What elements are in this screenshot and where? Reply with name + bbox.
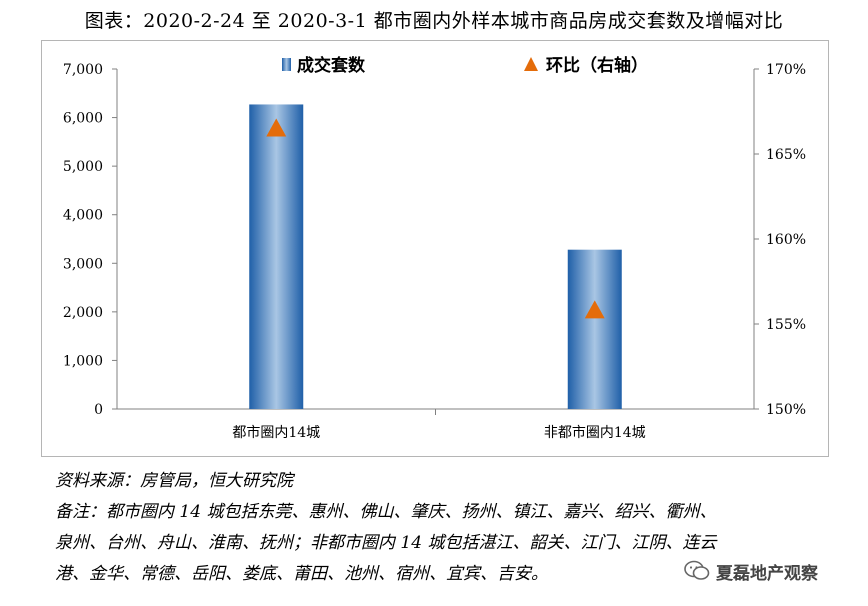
bar [249,104,304,409]
y-right-tick-label: 150% [766,402,806,418]
y-right-tick-label: 165% [766,147,806,163]
x-category-label: 非都市圈内14城 [544,424,646,441]
note-line-1: 备注：都市圈内 14 城包括东莞、惠州、佛山、肇庆、扬州、镇江、嘉兴、绍兴、衢州… [55,502,717,522]
y-left-tick-label: 2,000 [63,305,103,321]
watermark: 夏磊地产观察 [684,557,818,585]
y-right-tick-label: 160% [766,232,806,248]
y-left-tick-label: 4,000 [63,208,103,224]
wechat-icon [684,560,710,580]
axes: 0 1,000 2,000 3,000 4,000 5,000 6,000 7,000 150%… [63,62,806,441]
watermark-text: 夏磊地产观察 [716,563,818,584]
y-left-tick-label: 6,000 [63,111,103,127]
ratio-marker [266,118,287,137]
legend-bar-label: 成交套数 [297,55,366,76]
ratio-series [266,118,605,319]
bar [567,249,622,409]
y-right-tick-label: 155% [766,317,806,333]
y-left-tick-label: 7,000 [63,62,103,78]
y-right-tick-label: 170% [766,62,806,78]
chart-frame [41,40,829,457]
note-line-3: 港、金华、常德、岳阳、娄底、莆田、池州、宿州、宜宾、吉安。 [55,564,548,584]
note-line-2: 泉州、台州、舟山、淮南、抚州；非都市圈内 14 城包括湛江、韶关、江门、江阴、连… [55,533,717,553]
source-note: 资料来源：房管局，恒大研究院 [55,471,293,491]
chart-title: 图表：2020-2-24 至 2020-3-1 都市圈内外样本城市商品房成交套数… [84,10,784,32]
x-category-label: 都市圈内14城 [232,424,320,441]
legend-bar-swatch [282,58,291,71]
y-left-tick-label: 5,000 [63,159,103,175]
legend-triangle-swatch [524,57,538,71]
y-left-tick-label: 1,000 [63,353,103,369]
bar-series [249,104,622,409]
y-left-tick-label: 0 [94,402,103,418]
y-left-tick-label: 3,000 [63,256,103,272]
legend-ratio-label: 环比（右轴） [546,55,648,76]
legend: 成交套数 环比（右轴） [282,55,648,76]
ratio-marker [584,300,605,319]
